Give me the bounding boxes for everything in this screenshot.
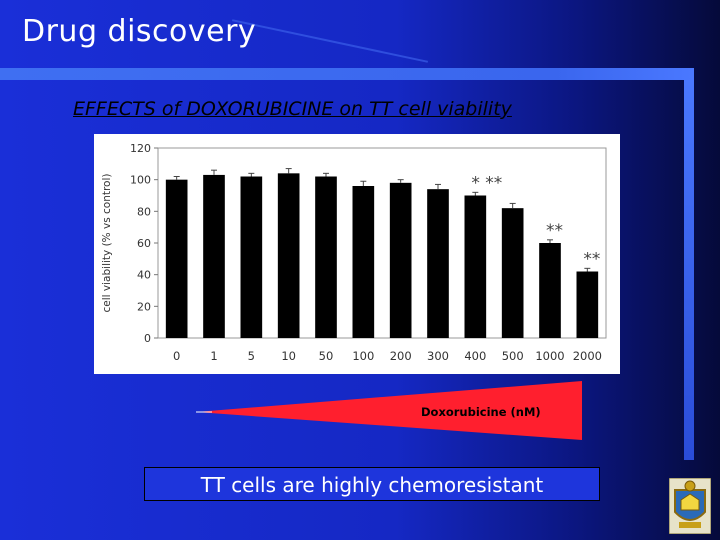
x-tick-label: 5	[248, 349, 255, 363]
bar	[539, 243, 561, 338]
bar	[501, 208, 524, 338]
bar	[203, 174, 225, 338]
x-tick-label: 1	[210, 349, 217, 363]
x-tick-label: 300	[427, 349, 449, 363]
y-tick-label: 40	[137, 269, 151, 282]
bar	[165, 179, 188, 338]
x-tick-label: 500	[502, 349, 524, 363]
x-tick-label: 50	[319, 349, 334, 363]
dose-wedge-label: Doxorubicine (nM)	[421, 405, 541, 419]
bar	[240, 176, 263, 338]
significance-marker: **	[583, 249, 600, 269]
y-tick-label: 0	[144, 332, 151, 345]
significance-marker: * **	[471, 173, 502, 193]
x-tick-label: 400	[464, 349, 486, 363]
x-tick-label: 10	[281, 349, 296, 363]
plot-frame	[157, 147, 607, 339]
significance-marker: **	[546, 221, 563, 241]
right-vertical-band	[684, 80, 694, 460]
y-axis-label: cell viability (% vs control)	[101, 174, 113, 313]
title-underline-band	[0, 68, 694, 80]
slide-title: Drug discovery	[22, 14, 257, 49]
x-tick-label: 2000	[573, 349, 602, 363]
university-crest-icon	[669, 478, 711, 534]
bar	[576, 271, 599, 338]
bar	[352, 186, 375, 338]
y-tick-label: 20	[137, 300, 151, 313]
bar	[315, 176, 337, 338]
y-tick-label: 80	[137, 205, 151, 218]
y-tick-label: 60	[137, 237, 151, 250]
dose-wedge	[196, 381, 582, 440]
y-tick-label: 100	[130, 174, 151, 187]
bar	[464, 195, 487, 338]
x-tick-label: 0	[173, 349, 180, 363]
decorative-stroke	[231, 19, 429, 63]
conclusion-box: TT cells are highly chemoresistant	[144, 467, 600, 501]
bar	[277, 173, 300, 338]
x-tick-label: 100	[352, 349, 374, 363]
bar	[389, 182, 412, 338]
y-tick-label: 120	[130, 142, 151, 155]
bar-chart: 0 20 40 60 80 100 120 cell viability (% vs cont…	[94, 134, 620, 374]
dose-wedge-shape	[196, 381, 582, 440]
chart-subtitle: EFFECTS of DOXORUBICINE on TT cell viabi…	[73, 98, 512, 120]
bar	[427, 189, 449, 338]
x-tick-label: 1000	[535, 349, 564, 363]
x-tick-label: 200	[390, 349, 412, 363]
